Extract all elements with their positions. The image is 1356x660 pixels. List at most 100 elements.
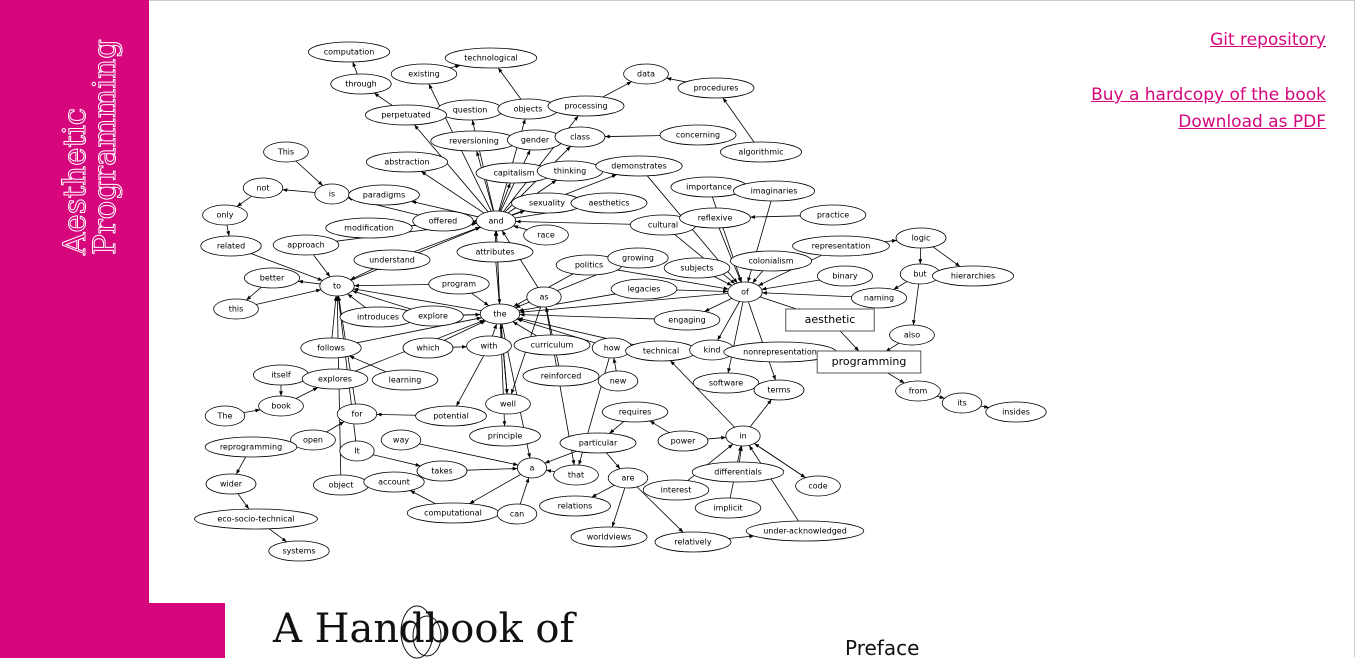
node-label: thinking	[554, 167, 587, 176]
node-label: nonrepresentation	[743, 348, 817, 357]
node-label: demonstrates	[611, 162, 666, 171]
node-label: better	[260, 274, 285, 283]
node-label: which	[416, 344, 439, 353]
edge	[885, 240, 897, 241]
edge	[605, 136, 660, 137]
edge	[327, 422, 345, 432]
node-label: algorithmic	[738, 148, 783, 157]
node-label: objects	[514, 105, 543, 114]
node-label: eco-socio-technical	[217, 515, 294, 524]
node-label: It	[354, 447, 360, 456]
edge	[753, 271, 763, 283]
edge	[714, 277, 732, 286]
edge	[513, 226, 527, 230]
edge	[981, 406, 989, 407]
node-label: sexuality	[529, 199, 565, 208]
word-graph: computationthroughexistingtechnologicalq…	[0, 0, 1356, 600]
node-label: growing	[622, 254, 654, 263]
node-label: The	[217, 412, 233, 421]
node-label: procedures	[694, 84, 739, 93]
edge	[840, 331, 859, 351]
node-label: also	[904, 331, 920, 340]
node-label: in	[739, 432, 746, 441]
edge	[546, 470, 555, 471]
edge	[762, 293, 851, 297]
node-label: insides	[1002, 408, 1030, 417]
node-label: book	[271, 402, 291, 411]
edge	[666, 78, 685, 82]
edge	[298, 281, 320, 284]
edge	[498, 68, 521, 99]
edge	[512, 211, 525, 215]
node-label: engaging	[668, 316, 705, 325]
node-label: only	[217, 211, 234, 220]
edge	[650, 421, 669, 433]
edge	[750, 400, 771, 427]
node-label: existing	[408, 70, 439, 79]
decoration	[395, 600, 455, 660]
edge	[705, 298, 732, 311]
edge	[516, 221, 631, 224]
node-label: principle	[488, 432, 523, 441]
node-label: introduces	[357, 313, 399, 322]
edge	[603, 82, 632, 97]
node-label: how	[604, 344, 621, 353]
node-label: hierarchies	[951, 272, 995, 281]
node-label: This	[277, 148, 294, 157]
edge	[246, 287, 261, 300]
node-label: potential	[433, 412, 469, 421]
node-label: program	[442, 280, 476, 289]
node-label: and	[488, 217, 503, 226]
node-label: gender	[521, 136, 550, 145]
node-label: reprogramming	[220, 443, 282, 452]
edge	[762, 280, 820, 289]
node-label: kind	[703, 346, 720, 355]
edge	[707, 437, 725, 439]
edge	[353, 62, 358, 74]
box-label: aesthetic	[805, 313, 856, 326]
node-label: follows	[317, 344, 345, 353]
node-label: well	[500, 400, 516, 409]
node-label: concerning	[676, 131, 720, 140]
node-label: learning	[389, 376, 422, 385]
edge	[238, 494, 249, 509]
node-label: aesthetics	[588, 199, 629, 208]
node-label: relations	[558, 502, 593, 511]
node-label: with	[481, 342, 498, 351]
node-label: way	[393, 436, 409, 445]
node-label: power	[671, 437, 696, 446]
node-label: perpetuated	[381, 111, 431, 120]
edge	[296, 388, 318, 399]
node-label: the	[493, 310, 506, 319]
node-label: takes	[431, 467, 452, 476]
edge	[492, 324, 496, 336]
node-label: worldviews	[587, 533, 632, 542]
toc-entry[interactable]: Preface	[845, 636, 919, 660]
node-label: reinforced	[541, 372, 582, 381]
node-label: can	[510, 510, 524, 519]
node-label: legacies	[628, 285, 661, 294]
node-label: a	[530, 464, 535, 473]
node-label: differentials	[714, 468, 762, 477]
edge	[750, 216, 800, 217]
node-label: requires	[619, 408, 652, 417]
node-label: reflexive	[698, 214, 733, 223]
node-label: modification	[344, 224, 394, 233]
edge	[500, 183, 511, 211]
edge	[227, 225, 229, 236]
node-label: colonialism	[748, 257, 793, 266]
node-label: approach	[287, 241, 324, 250]
node-label: from	[909, 387, 928, 396]
node-label: practice	[817, 211, 849, 220]
node-label: race	[537, 231, 555, 240]
edge	[313, 255, 330, 277]
node-label: attributes	[475, 248, 514, 257]
node-label: relatively	[674, 538, 711, 547]
node-label: explore	[418, 312, 448, 321]
edge	[886, 343, 899, 351]
edge	[520, 478, 529, 504]
edge	[236, 457, 245, 474]
node-label: but	[913, 270, 926, 279]
edge	[614, 358, 616, 371]
node-label: abstraction	[384, 158, 429, 167]
